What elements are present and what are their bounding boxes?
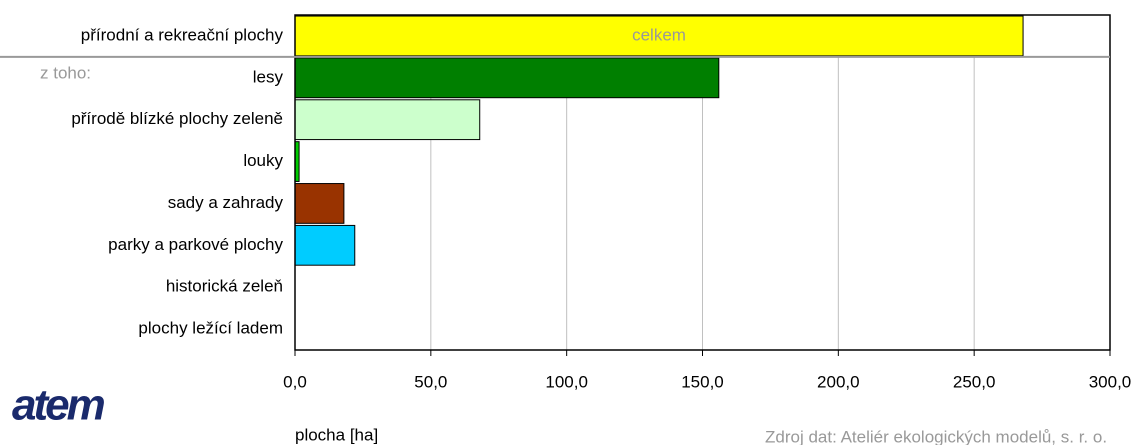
annotation: celkem	[632, 25, 686, 44]
x-tick-label: 200,0	[817, 372, 860, 391]
bar	[294, 224, 356, 266]
y-tick-label: louky	[243, 151, 283, 170]
x-tick-label: 150,0	[681, 372, 724, 391]
x-tick-label: 100,0	[545, 372, 588, 391]
y-tick-label: lesy	[253, 67, 284, 86]
y-tick-label: parky a parkové plochy	[108, 235, 283, 254]
source: Zdroj dat: Ateliér ekologických modelů, …	[765, 427, 1107, 445]
y-tick-label: přírodní a rekreační plochy	[81, 25, 284, 44]
y-tick-label: přírodě blízké plochy zeleně	[71, 109, 283, 128]
logo: atem	[12, 381, 105, 430]
bar	[294, 99, 481, 141]
x-tick-label: 0,0	[283, 372, 307, 391]
y-tick-label: historická zeleň	[166, 277, 283, 296]
x-tick-label: 50,0	[414, 372, 447, 391]
bar	[294, 183, 345, 224]
y-tick-label: plochy ležící ladem	[138, 319, 283, 338]
x-tick-label: 250,0	[953, 372, 996, 391]
bar	[294, 57, 720, 99]
x-axis-label: plocha [ha]	[295, 425, 378, 444]
y-tick-label: sady a zahrady	[168, 193, 284, 212]
plot-border	[294, 14, 1111, 351]
annotation: z toho:	[40, 63, 91, 82]
x-tick-label: 300,0	[1089, 372, 1132, 391]
